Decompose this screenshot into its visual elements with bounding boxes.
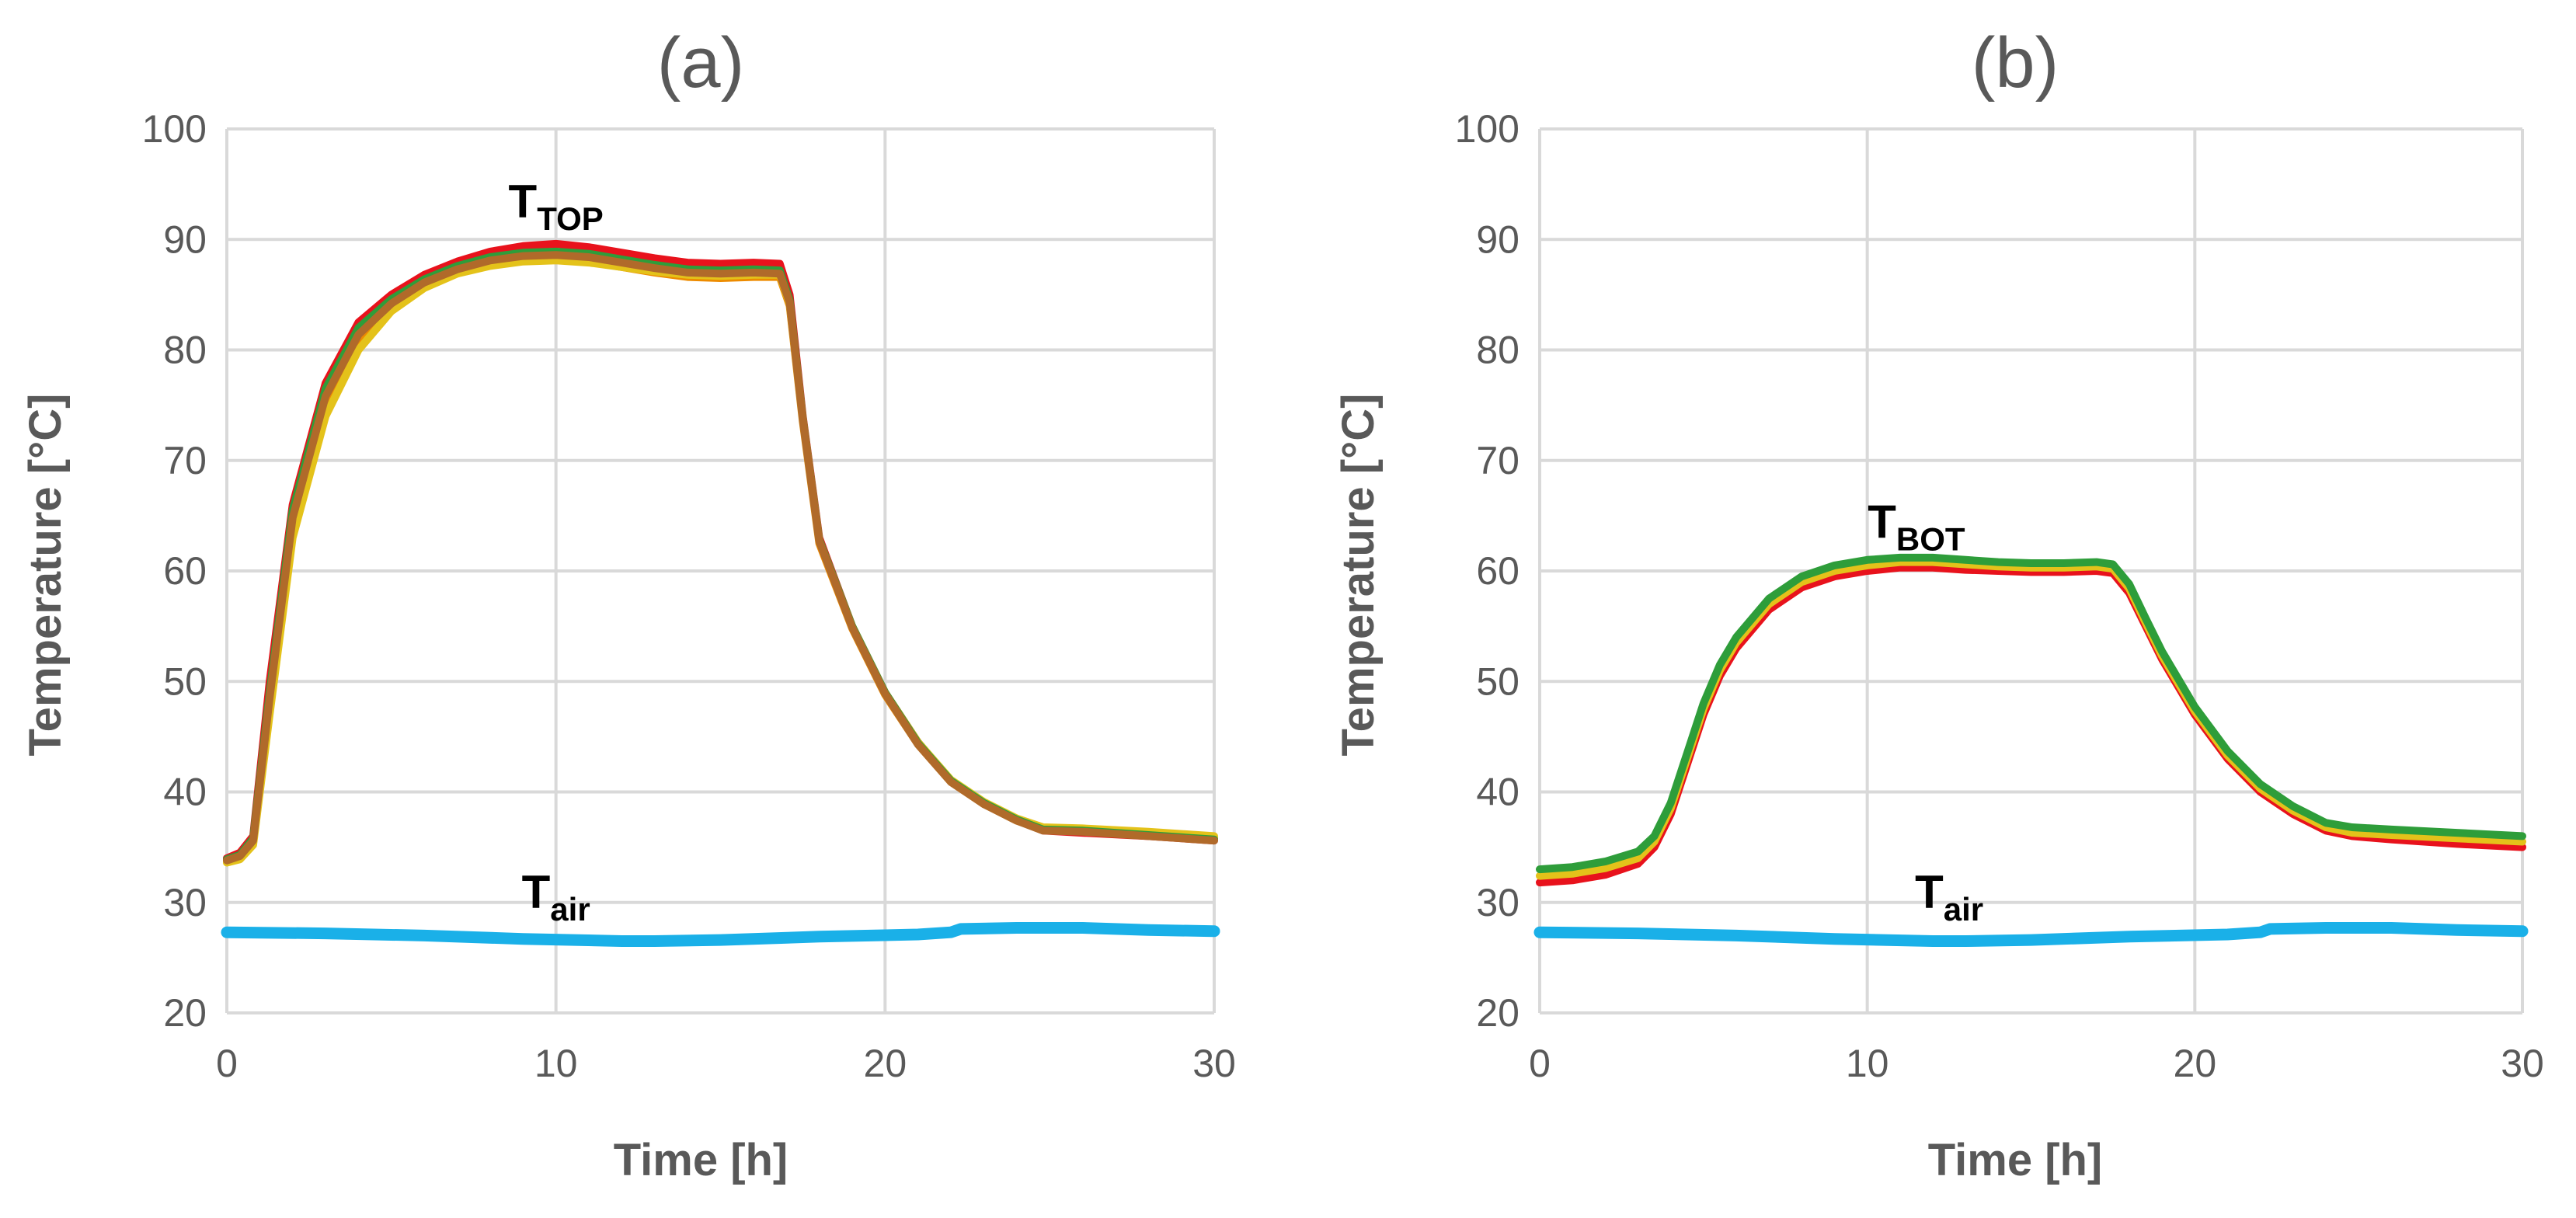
annotation-label: Tair [1915,866,1983,927]
x-tick-label: 0 [216,1042,238,1085]
y-tick-label: 90 [1476,218,1519,261]
annotation-main: T [509,176,538,228]
series-line-T_air [221,922,1220,947]
y-axis-label: Temperature [°C] [1333,394,1384,757]
y-tick-label: 70 [1476,439,1519,482]
annotation-sub: BOT [1896,520,1965,557]
annotation-sub: air [1944,891,1983,927]
annotation-label: TBOT [1868,496,1965,557]
chart-title: (a) [657,23,744,103]
y-tick-label: 50 [163,659,207,703]
y-tick-label: 50 [1476,659,1519,703]
x-axis-label: Time [h] [1928,1135,2103,1185]
x-tick-label: 30 [2501,1042,2544,1085]
y-tick-label: 90 [163,218,207,261]
annotation-main: T [522,866,551,918]
y-tick-label: 80 [163,329,207,372]
y-tick-label: 40 [1476,771,1519,814]
annotation-sub: TOP [537,200,604,237]
y-tick-label: 20 [1476,991,1519,1035]
y-tick-labels: 20 30 40 50 60 70 80 90 100 [142,107,207,1035]
y-tick-labels: 20 30 40 50 60 70 80 90 100 [1455,107,1519,1035]
annotation-main: T [1915,866,1944,918]
annotation-label: TTOP [509,176,604,237]
chart-panel-b: (b) 20 30 40 50 60 70 80 90 100 0 10 20 30 Time [h]… [1333,23,2544,1185]
x-tick-labels: 0 10 20 30 [1529,1042,2544,1085]
x-tick-label: 30 [1192,1042,1236,1085]
series-line-sensor-brown [223,251,1218,865]
x-tick-label: 10 [1846,1042,1889,1085]
x-tick-label: 10 [534,1042,578,1085]
chart-panel-a: (a) 20 30 40 50 60 70 80 90 100 0 10 20 30 Time [h]… [20,23,1236,1185]
annotation-label: Tair [522,866,590,927]
y-tick-label: 100 [142,107,207,151]
y-tick-label: 20 [163,991,207,1035]
series-line-sensor-green [1536,553,2526,874]
y-tick-label: 100 [1455,107,1519,151]
y-tick-label: 60 [1476,549,1519,593]
annotation-main: T [1868,496,1896,548]
chart-title: (b) [1972,23,2059,103]
y-axis-label: Temperature [°C] [20,394,71,757]
y-tick-label: 40 [163,771,207,814]
x-axis-label: Time [h] [614,1135,788,1185]
x-tick-labels: 0 10 20 30 [216,1042,1236,1085]
x-tick-label: 20 [864,1042,907,1085]
series-group [1533,553,2529,947]
y-tick-label: 30 [163,881,207,924]
y-tick-label: 30 [1476,881,1519,924]
annotation-sub: air [550,891,590,927]
series-group [221,239,1220,947]
x-tick-label: 20 [2174,1042,2217,1085]
series-line-T_air [1533,922,2529,947]
y-tick-label: 70 [163,439,207,482]
x-tick-label: 0 [1529,1042,1551,1085]
y-tick-label: 80 [1476,329,1519,372]
y-tick-label: 60 [163,549,207,593]
